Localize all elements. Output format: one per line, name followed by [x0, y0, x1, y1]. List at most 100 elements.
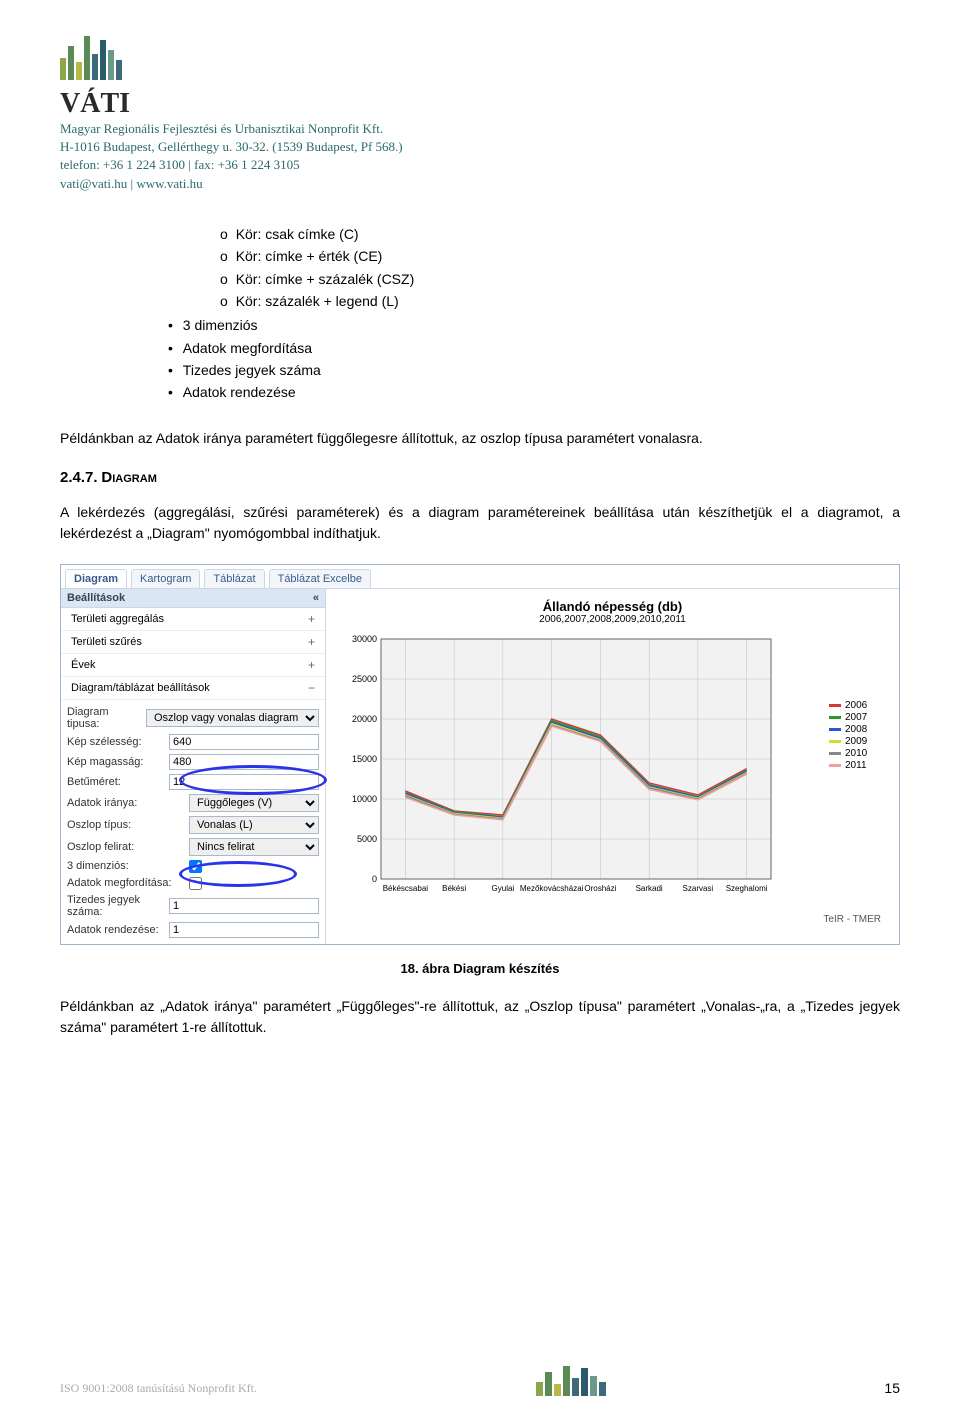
chart-subtitle: 2006,2007,2008,2009,2010,2011 [336, 614, 889, 625]
legend-swatch [829, 716, 841, 719]
dir-label: Adatok iránya: [67, 797, 185, 809]
svg-text:Mezőkovácsházai: Mezőkovácsházai [520, 884, 584, 893]
collapse-icon[interactable]: « [313, 592, 319, 604]
legend-label: 2009 [845, 736, 867, 747]
legend-label: 2008 [845, 724, 867, 735]
sidebar-group[interactable]: Területi aggregálás + [61, 608, 325, 631]
expand-icon: + [308, 612, 315, 626]
legend-swatch [829, 752, 841, 755]
svg-text:25000: 25000 [352, 674, 377, 684]
section-title: Diagram [101, 469, 156, 486]
legend-swatch [829, 704, 841, 707]
list-item: Tizedes jegyek száma [194, 359, 900, 381]
dir-select[interactable]: Függőleges (V) [189, 794, 319, 812]
footer-iso: ISO 9001:2008 tanúsítású Nonprofit Kft. [60, 1381, 257, 1396]
sidebar-group[interactable]: Évek + [61, 654, 325, 677]
legend-item: 2008 [829, 724, 889, 735]
list-item: Kör: címke + érték (CE) [220, 245, 900, 267]
tab-diagram[interactable]: Diagram [65, 569, 127, 588]
dtype-label: Diagram tipusa: [67, 706, 142, 730]
dec-input[interactable] [169, 898, 319, 914]
sort-input[interactable] [169, 922, 319, 938]
legend-swatch [829, 764, 841, 767]
svg-text:30000: 30000 [352, 634, 377, 644]
svg-text:5000: 5000 [357, 834, 377, 844]
app-screenshot: DiagramKartogramTáblázat Táblázat Excelbe… [60, 564, 900, 945]
logo-icon [60, 30, 122, 80]
svg-text:Orosházi: Orosházi [584, 884, 616, 893]
options-list: Kör: csak címke (C)Kör: címke + érték (C… [220, 223, 900, 404]
sidebar-header: Beállítások « [61, 589, 325, 608]
page-number: 15 [884, 1380, 900, 1396]
svg-text:15000: 15000 [352, 754, 377, 764]
expand-icon: − [308, 681, 315, 695]
page-footer: ISO 9001:2008 tanúsítású Nonprofit Kft. … [60, 1364, 900, 1396]
sidebar-group-label: Évek [71, 659, 95, 671]
tab-táblázat[interactable]: Táblázat [204, 569, 264, 588]
svg-text:Szarvasi: Szarvasi [683, 884, 714, 893]
header-line2: H-1016 Budapest, Gellérthegy u. 30-32. (… [60, 138, 900, 156]
svg-text:Szeghalomi: Szeghalomi [726, 884, 768, 893]
paragraph-2: A lekérdezés (aggregálási, szűrési param… [60, 502, 900, 544]
legend-swatch [829, 728, 841, 731]
section-heading: 2.4.7. Diagram [60, 469, 900, 486]
d3-label: 3 dimenziós: [67, 860, 185, 872]
sidebar-group-label: Területi aggregálás [71, 613, 164, 625]
settings-sidebar: Beállítások « Területi aggregálás+Terüle… [61, 589, 326, 944]
footer-logo-icon [536, 1364, 606, 1396]
flip-label: Adatok megfordítása: [67, 877, 185, 889]
chart-title: Állandó népesség (db) [336, 599, 889, 614]
dtype-select[interactable]: Oszlop vagy vonalas diagram [146, 709, 319, 727]
otype-select[interactable]: Vonalas (L) [189, 816, 319, 834]
svg-text:Sarkadi: Sarkadi [636, 884, 663, 893]
legend-item: 2006 [829, 700, 889, 711]
otype-label: Oszlop típus: [67, 819, 185, 831]
tab-táblázat-excelbe[interactable]: Táblázat Excelbe [269, 569, 371, 588]
fsize-label: Betűméret: [67, 776, 165, 788]
legend-swatch [829, 740, 841, 743]
svg-text:0: 0 [372, 874, 377, 884]
sidebar-group-label: Diagram/táblázat beállítások [71, 682, 210, 694]
legend-item: 2007 [829, 712, 889, 723]
chart-pane: Állandó népesség (db) 2006,2007,2008,200… [326, 589, 899, 944]
olabel-label: Oszlop felirat: [67, 841, 185, 853]
sidebar-group[interactable]: Diagram/táblázat beállítások − [61, 677, 325, 700]
expand-icon: + [308, 635, 315, 649]
olabel-select[interactable]: Nincs felirat [189, 838, 319, 856]
legend-item: 2009 [829, 736, 889, 747]
header-email[interactable]: vati@vati.hu [60, 176, 127, 191]
sort-label: Adatok rendezése: [67, 924, 165, 936]
header-line1: Magyar Regionális Fejlesztési és Urbanis… [60, 120, 900, 138]
figure-caption: 18. ábra Diagram készítés [60, 961, 900, 976]
expand-icon: + [308, 658, 315, 672]
legend-label: 2011 [845, 760, 867, 771]
fsize-input[interactable] [169, 774, 319, 790]
chart-legend: 200620072008200920102011 [829, 629, 889, 912]
svg-text:Békéscsabai: Békéscsabai [383, 884, 429, 893]
height-input[interactable] [169, 754, 319, 770]
tab-kartogram[interactable]: Kartogram [131, 569, 200, 588]
d3-checkbox[interactable] [189, 860, 202, 873]
sidebar-group-label: Területi szűrés [71, 636, 142, 648]
svg-text:20000: 20000 [352, 714, 377, 724]
legend-item: 2010 [829, 748, 889, 759]
legend-item: 2011 [829, 760, 889, 771]
section-number: 2.4.7. [60, 469, 98, 486]
legend-label: 2006 [845, 700, 867, 711]
sidebar-title: Beállítások [67, 592, 125, 604]
header-site[interactable]: www.vati.hu [136, 176, 202, 191]
list-item: Adatok megfordítása [194, 337, 900, 359]
sidebar-group[interactable]: Területi szűrés + [61, 631, 325, 654]
line-chart: 0 5000 10000 15000 20000 25000 30000 Békéscsaba… [336, 629, 776, 909]
header-line3: telefon: +36 1 224 3100 | fax: +36 1 224… [60, 156, 900, 174]
list-item: Adatok rendezése [194, 381, 900, 403]
svg-text:Gyulai: Gyulai [492, 884, 515, 893]
legend-label: 2010 [845, 748, 867, 759]
height-label: Kép magasság: [67, 756, 165, 768]
list-item: 3 dimenziós [194, 314, 900, 336]
flip-checkbox[interactable] [189, 877, 202, 890]
header-address: Magyar Regionális Fejlesztési és Urbanis… [60, 120, 900, 193]
width-input[interactable] [169, 734, 319, 750]
legend-label: 2007 [845, 712, 867, 723]
svg-text:10000: 10000 [352, 794, 377, 804]
